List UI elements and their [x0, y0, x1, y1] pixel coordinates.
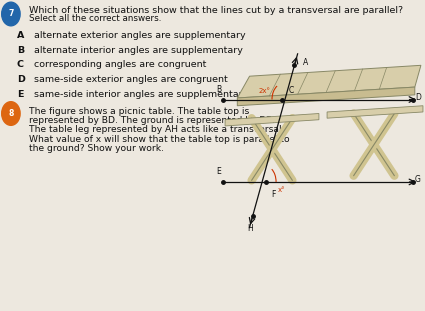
Text: D: D: [17, 75, 25, 84]
Text: B: B: [17, 46, 24, 55]
Text: 7: 7: [8, 10, 14, 18]
Text: same-side interior angles are supplementary: same-side interior angles are supplement…: [34, 90, 248, 99]
Polygon shape: [327, 106, 423, 118]
Polygon shape: [237, 87, 415, 106]
Text: 2x°: 2x°: [259, 88, 271, 94]
Text: H: H: [248, 224, 253, 233]
Polygon shape: [225, 114, 319, 126]
Text: C: C: [288, 86, 294, 95]
Text: alternate exterior angles are supplementary: alternate exterior angles are supplement…: [34, 31, 246, 40]
Text: B: B: [216, 85, 221, 94]
Text: G: G: [415, 175, 421, 184]
Text: Which of these situations show that the lines cut by a transversal are parallel?: Which of these situations show that the …: [29, 6, 403, 15]
Text: Select all the correct answers.: Select all the correct answers.: [29, 14, 162, 23]
Text: A: A: [303, 58, 308, 67]
Text: E: E: [216, 167, 221, 176]
Text: C: C: [17, 61, 24, 69]
Text: A: A: [17, 31, 24, 40]
Text: E: E: [17, 90, 23, 99]
Polygon shape: [237, 65, 421, 98]
Text: same-side exterior angles are congruent: same-side exterior angles are congruent: [34, 75, 228, 84]
Text: 8: 8: [8, 109, 14, 118]
Circle shape: [2, 102, 20, 125]
Text: D: D: [415, 93, 421, 101]
Text: x°: x°: [278, 187, 285, 193]
Text: represented by BD. The ground is represented by EG.: represented by BD. The ground is represe…: [29, 116, 275, 125]
Text: The table leg represented by AH acts like a transversal.: The table leg represented by AH acts lik…: [29, 125, 285, 134]
Circle shape: [2, 2, 20, 26]
Text: F: F: [271, 190, 275, 199]
Text: The figure shows a picnic table. The table top is: The figure shows a picnic table. The tab…: [29, 107, 249, 115]
Text: What value of x will show that the table top is parallel to: What value of x will show that the table…: [29, 135, 290, 143]
Text: alternate interior angles are supplementary: alternate interior angles are supplement…: [34, 46, 243, 55]
Text: corresponding angles are congruent: corresponding angles are congruent: [34, 61, 206, 69]
Text: the ground? Show your work.: the ground? Show your work.: [29, 144, 164, 153]
